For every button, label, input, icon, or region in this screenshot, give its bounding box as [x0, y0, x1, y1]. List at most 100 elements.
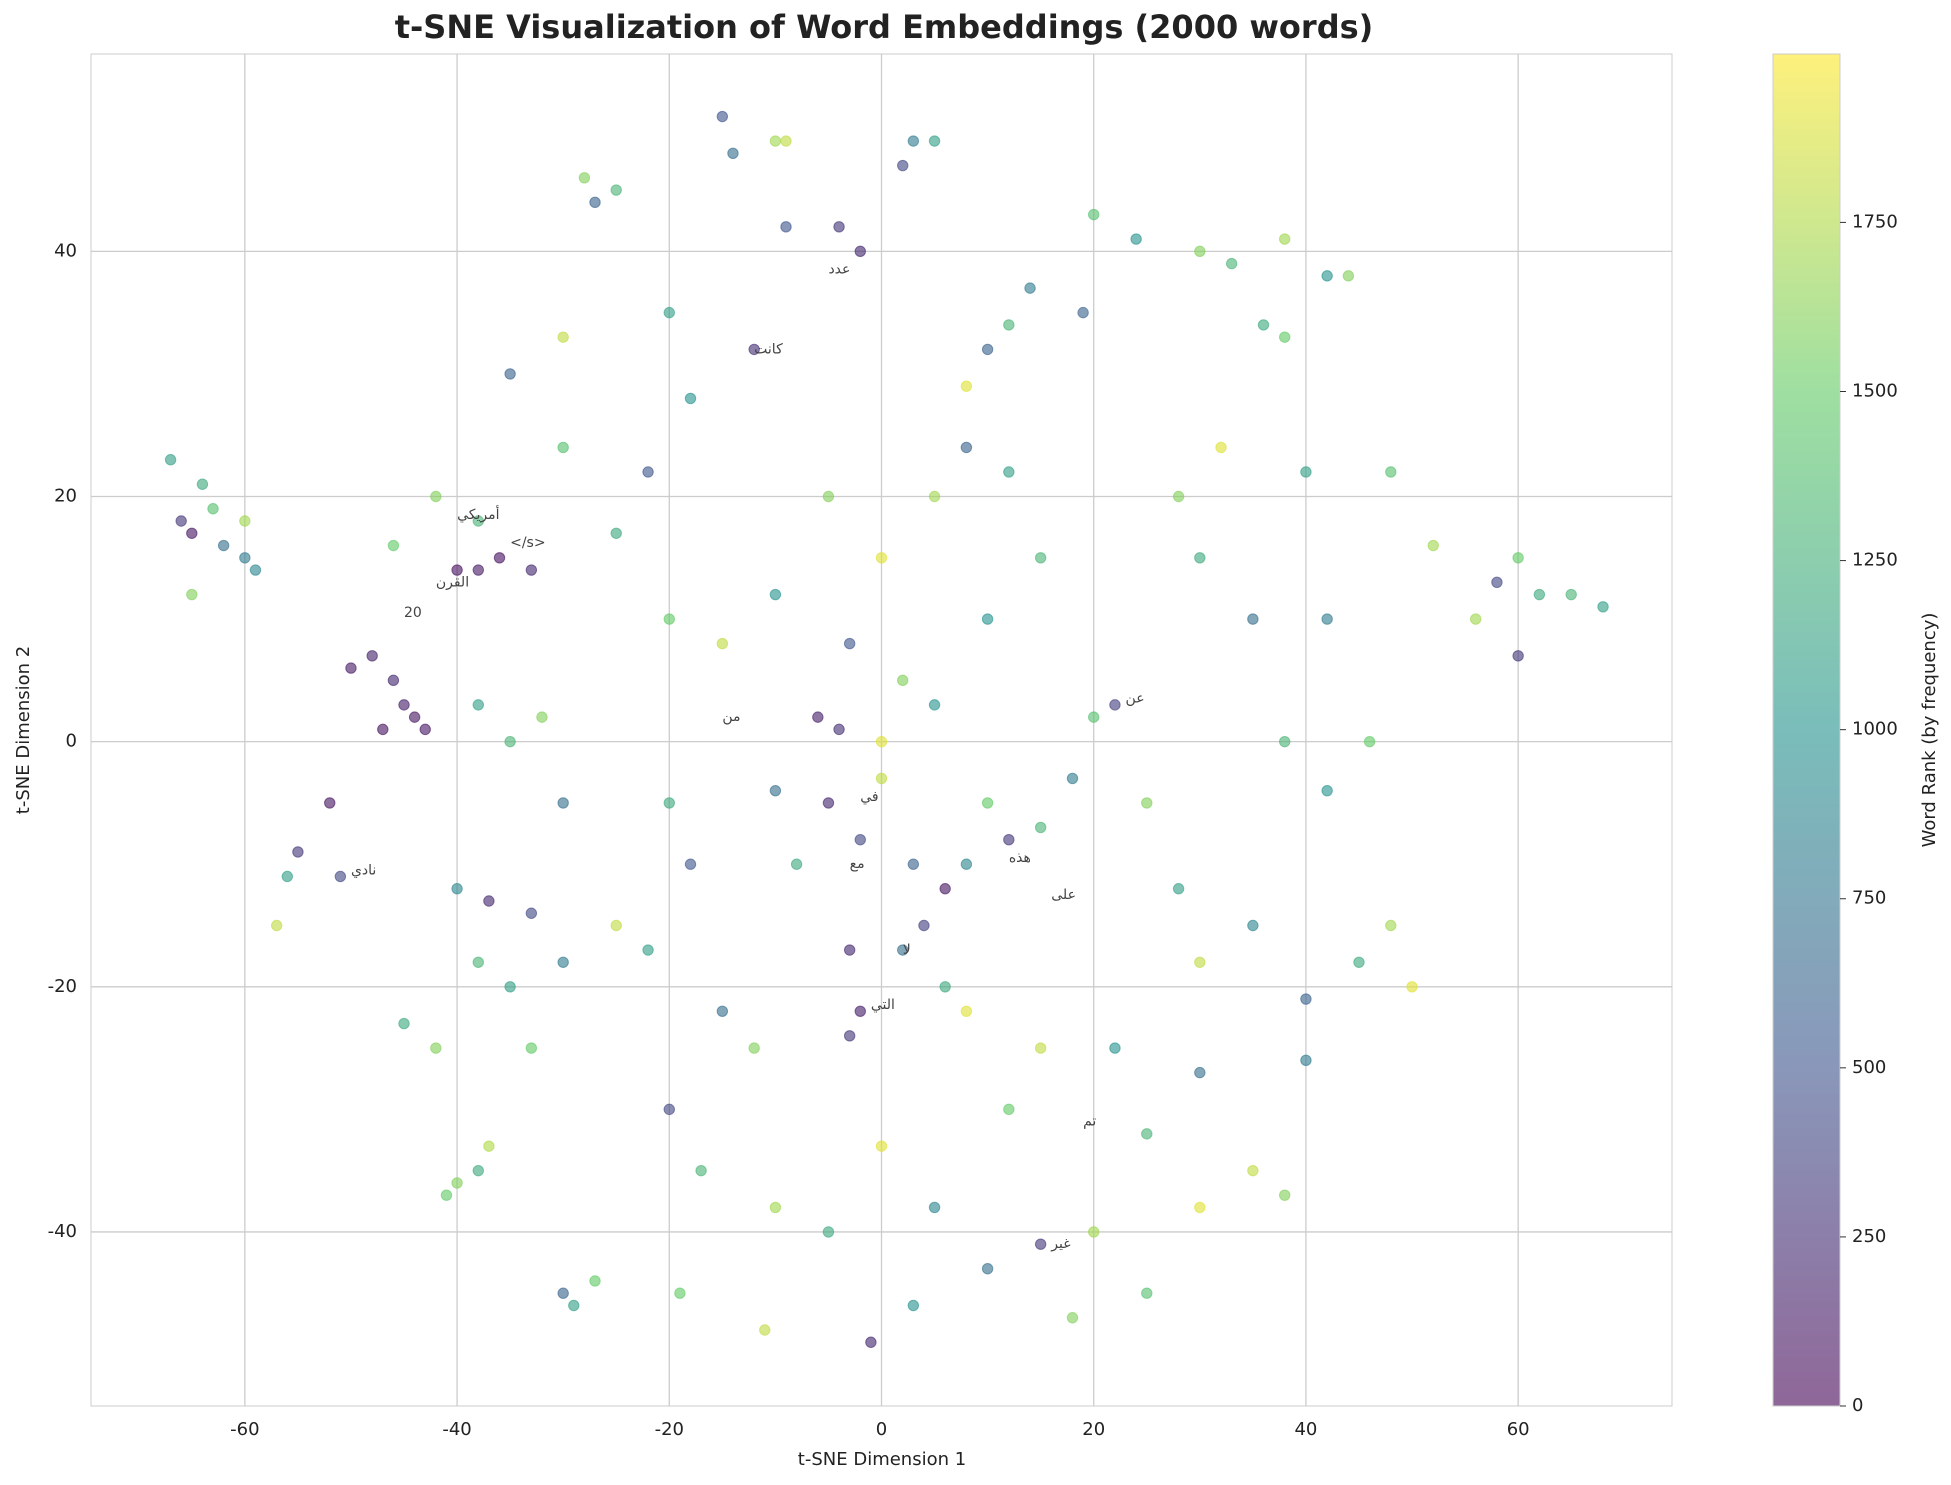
point	[1066, 1312, 1079, 1324]
point	[663, 1103, 675, 1116]
point	[1321, 613, 1333, 625]
point	[440, 1189, 453, 1201]
colorbar-tick-label: 0	[1852, 1395, 1863, 1416]
annotation: لا	[903, 942, 911, 958]
point	[451, 564, 463, 576]
y-tick-label: -40	[48, 1221, 77, 1242]
point	[557, 1287, 569, 1299]
point	[907, 858, 920, 870]
point	[875, 735, 888, 748]
point	[928, 1201, 941, 1214]
point	[1565, 588, 1577, 601]
point	[663, 797, 675, 809]
point	[1247, 613, 1259, 625]
point	[663, 306, 675, 319]
point	[695, 1164, 707, 1177]
point	[843, 1030, 856, 1042]
point	[504, 368, 516, 380]
colorbar-tick-label: 500	[1852, 1057, 1886, 1078]
point	[812, 711, 824, 723]
point	[1533, 588, 1546, 601]
point	[854, 834, 866, 846]
annotation: على	[1051, 887, 1076, 903]
point	[398, 1017, 410, 1030]
point	[1470, 613, 1482, 625]
point	[822, 797, 835, 809]
point	[525, 907, 538, 919]
colorbar-label: Word Rank (by frequency)	[1919, 613, 1940, 848]
x-axis-label: t-SNE Dimension 1	[798, 1449, 966, 1470]
point	[451, 1177, 463, 1189]
point	[854, 245, 866, 258]
point	[1194, 245, 1206, 258]
point	[780, 221, 792, 233]
point	[1342, 270, 1355, 282]
colorbar-tick-label: 250	[1852, 1226, 1886, 1247]
point	[1512, 552, 1524, 564]
annotation: مع	[850, 856, 865, 872]
colorbar-tick-label: 1250	[1852, 550, 1898, 571]
x-tick-label: 60	[1507, 1419, 1530, 1440]
point	[472, 515, 484, 527]
point	[1088, 711, 1100, 723]
point	[1194, 956, 1206, 968]
annotation: هذه	[1009, 850, 1031, 866]
annotation: </s>	[510, 535, 545, 551]
point	[1257, 319, 1270, 331]
point	[897, 944, 909, 956]
point	[1300, 466, 1312, 478]
point	[759, 1324, 771, 1336]
point	[366, 650, 378, 662]
point	[451, 883, 463, 895]
point	[674, 1287, 686, 1299]
point	[1034, 821, 1047, 834]
point	[1003, 319, 1015, 331]
point	[1300, 993, 1312, 1005]
point	[483, 895, 495, 907]
point	[398, 699, 410, 711]
point	[865, 1336, 877, 1348]
point	[981, 613, 994, 625]
point	[1141, 1128, 1153, 1140]
point	[610, 919, 622, 932]
point	[1088, 1226, 1100, 1238]
point	[239, 515, 251, 527]
point	[557, 797, 569, 809]
point	[249, 564, 262, 576]
chart-title: t-SNE Visualization of Word Embeddings (…	[395, 8, 1374, 46]
point	[727, 147, 739, 159]
point	[408, 711, 421, 723]
point	[1141, 1287, 1153, 1299]
point	[897, 159, 909, 172]
point	[875, 552, 888, 564]
point	[907, 135, 920, 147]
point	[207, 503, 219, 515]
point	[430, 490, 442, 503]
annotation: القرن	[436, 574, 469, 590]
point	[1130, 233, 1142, 245]
point	[557, 956, 569, 968]
point	[186, 588, 198, 601]
annotation: 20	[404, 605, 422, 621]
point	[1385, 466, 1397, 478]
point	[843, 944, 856, 956]
annotation: كانت	[754, 341, 783, 357]
point	[1353, 956, 1365, 968]
point	[1279, 331, 1291, 343]
x-tick-label: 40	[1294, 1419, 1317, 1440]
point	[907, 1299, 920, 1312]
point	[1003, 834, 1015, 846]
point	[164, 454, 177, 466]
point	[196, 478, 209, 490]
point	[217, 539, 230, 552]
point	[472, 956, 484, 968]
point	[1077, 306, 1089, 319]
point	[642, 466, 654, 478]
annotation: عن	[1126, 691, 1145, 707]
annotation: نادي	[351, 862, 376, 878]
point	[716, 1005, 729, 1018]
y-tick-label: 0	[66, 731, 77, 752]
point	[1247, 919, 1259, 932]
point	[1172, 490, 1185, 503]
